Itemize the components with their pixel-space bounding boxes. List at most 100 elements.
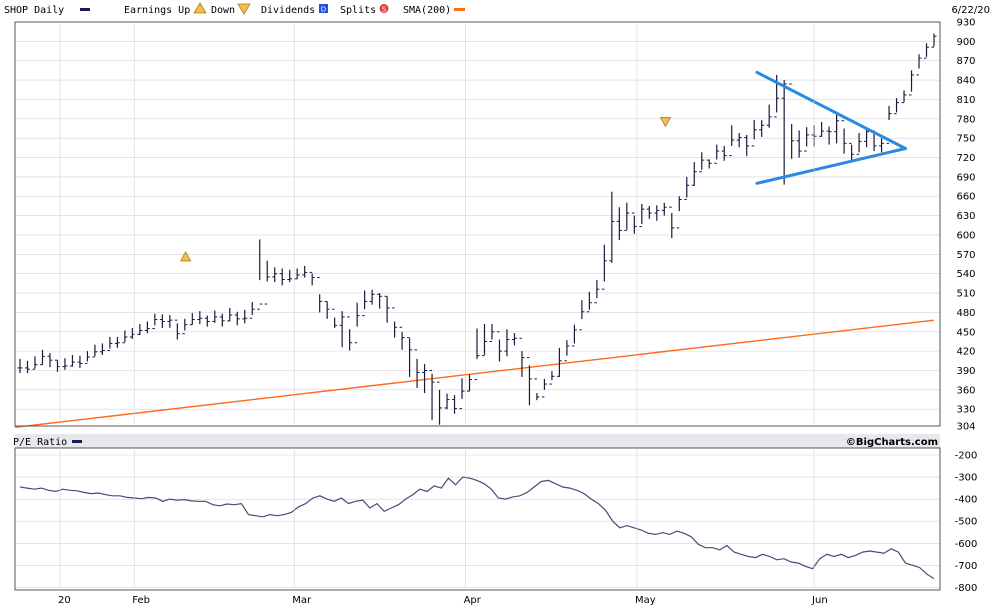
- price-y-tick-label: 930: [956, 18, 975, 29]
- price-bar: [654, 205, 660, 221]
- price-bar: [452, 395, 458, 414]
- price-bar: [122, 330, 128, 344]
- price-bar: [47, 353, 53, 368]
- price-bar: [744, 134, 750, 157]
- price-bar: [242, 309, 248, 324]
- price-bar: [646, 205, 652, 219]
- price-bar: [624, 202, 630, 231]
- price-y-tick-label: 570: [956, 250, 975, 261]
- price-bar: [481, 324, 487, 357]
- price-bar: [347, 316, 353, 351]
- price-bar: [534, 378, 540, 401]
- price-bar: [257, 239, 263, 310]
- price-y-tick-label: 720: [956, 153, 975, 164]
- price-bar: [834, 114, 840, 144]
- brand-label: ©BigCharts.com: [846, 437, 938, 448]
- price-y-tick-label: 660: [956, 192, 975, 203]
- price-bar: [144, 321, 150, 334]
- price-bar: [77, 355, 83, 368]
- price-bar: [422, 364, 428, 394]
- price-y-tick-label: 360: [956, 385, 975, 396]
- splits-badge: S: [382, 5, 387, 13]
- price-bar: [894, 98, 900, 115]
- earnings-down-label: Down: [211, 5, 235, 16]
- x-axis: 20 Feb Mar Apr May Jun: [58, 22, 828, 606]
- price-panel: 304 330 360 390 420 450 480 510 540 570 600 630 660 6…: [14, 18, 976, 433]
- price-y-tick-label: 540: [956, 269, 975, 280]
- price-y-tick-label: 750: [956, 134, 975, 145]
- price-bar: [864, 128, 870, 148]
- price-bar: [197, 311, 203, 325]
- pe-y-tick-label: -200: [955, 451, 978, 462]
- price-bar: [167, 314, 173, 328]
- price-y-tick-label: 840: [956, 76, 975, 87]
- price-bar: [609, 191, 615, 263]
- price-gridlines: [15, 21, 940, 427]
- splits-label: Splits: [340, 5, 376, 16]
- symbol-label: SHOP Daily: [4, 5, 64, 16]
- price-bar: [17, 358, 23, 374]
- price-bar: [39, 349, 45, 366]
- price-bar: [309, 271, 315, 286]
- price-bar: [496, 331, 502, 362]
- pe-legend-swatch: [72, 440, 82, 443]
- x-tick-label: May: [635, 595, 656, 606]
- price-bar: [699, 152, 705, 173]
- price-bar: [579, 300, 585, 331]
- price-bar: [849, 142, 855, 161]
- earnings-up-label: Earnings Up: [124, 5, 190, 16]
- price-bar: [69, 355, 75, 367]
- x-tick-label: Mar: [292, 595, 312, 606]
- price-bar: [789, 83, 795, 159]
- price-y-tick-label: 900: [956, 37, 975, 48]
- price-bar: [92, 344, 98, 358]
- price-bar: [796, 130, 802, 158]
- dividends-label: Dividends: [261, 5, 315, 16]
- price-bar: [601, 244, 607, 290]
- earnings-up-marker: [179, 251, 192, 262]
- pe-y-tick-label: -600: [955, 539, 978, 550]
- price-bar: [879, 138, 885, 153]
- price-bar: [751, 120, 757, 147]
- price-bar: [362, 290, 368, 317]
- price-bar: [99, 343, 105, 356]
- price-bar: [62, 358, 68, 370]
- price-bar: [781, 80, 787, 185]
- dividends-badge: D: [321, 6, 326, 14]
- price-y-tick-label: 630: [956, 211, 975, 222]
- dividends-icon: [319, 4, 328, 13]
- price-bar: [901, 90, 907, 104]
- price-y-tick-label: 420: [956, 347, 975, 358]
- price-bar: [909, 70, 915, 96]
- price-bar: [504, 329, 510, 357]
- x-tick-label: 20: [58, 595, 71, 606]
- price-bar: [279, 268, 285, 286]
- pe-y-tick-label: -700: [955, 561, 978, 572]
- price-bar: [616, 207, 622, 241]
- price-bar: [736, 133, 742, 148]
- pe-y-axis: -200 -300 -400 -500 -600 -700 -800: [955, 451, 978, 594]
- price-y-tick-label: 690: [956, 172, 975, 183]
- splits-icon: [379, 4, 389, 13]
- price-bar: [369, 289, 375, 305]
- price-bar: [174, 319, 180, 340]
- price-bar: [706, 159, 712, 169]
- price-bar: [429, 369, 435, 421]
- pe-title: P/E Ratio: [13, 437, 67, 448]
- price-bar: [354, 302, 360, 344]
- price-bar: [332, 308, 338, 328]
- price-y-tick-label: 390: [956, 366, 975, 377]
- price-bar: [856, 133, 862, 155]
- pe-y-tick-label: -800: [955, 583, 978, 594]
- price-bar: [339, 311, 345, 348]
- price-bar: [377, 293, 383, 309]
- x-tick-label: Jun: [811, 595, 828, 606]
- price-bar: [234, 311, 240, 326]
- price-bar: [302, 265, 308, 278]
- price-bar: [437, 381, 443, 425]
- price-bar: [931, 33, 937, 48]
- price-y-tick-label: 780: [956, 114, 975, 125]
- last-date-label: 6/22/20: [951, 5, 990, 16]
- price-bar: [114, 336, 120, 348]
